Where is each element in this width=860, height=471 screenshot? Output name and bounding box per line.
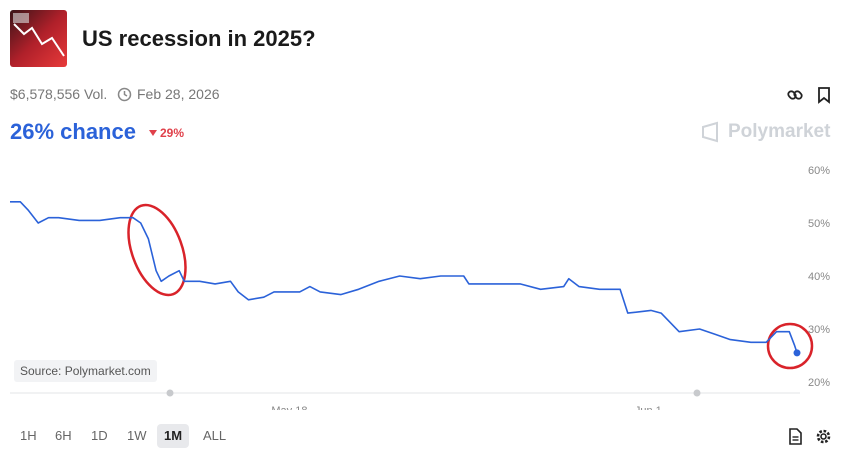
range-button[interactable]: 1W [127,428,147,443]
y-tick-label: 20% [808,377,830,389]
volume: $6,578,556 Vol. [10,86,108,102]
x-tick-label: Jun 1 [635,405,662,410]
last-point [793,349,801,357]
bookmark-button[interactable] [816,86,832,104]
range-button[interactable]: 1D [91,428,108,443]
brand-logo [702,121,718,143]
link-button[interactable] [786,86,804,104]
slider-handle[interactable] [693,389,701,397]
y-tick-label: 30% [808,324,830,336]
settings-button[interactable] [815,428,832,445]
down-arrow [149,130,157,136]
x-tick-label: May 18 [271,405,307,410]
slider-handle[interactable] [166,389,174,397]
annotation-circle [127,203,187,297]
market-thumbnail [10,10,67,67]
y-tick-label: 40% [808,271,830,283]
doc-button[interactable] [788,428,803,445]
y-tick-label: 50% [808,218,830,230]
range-button[interactable]: 6H [55,428,72,443]
end-date: Feb 28, 2026 [137,86,220,102]
range-button[interactable]: 1H [20,428,37,443]
brand: Polymarket [728,121,831,142]
range-button[interactable]: ALL [203,428,227,443]
price-line [10,200,798,354]
chance: 26% chance [10,119,136,144]
y-tick-label: 60% [808,165,830,177]
range-button[interactable]: 1M [157,424,190,448]
annotation-circle [766,322,814,370]
clock-icon [117,87,132,102]
change: 29% [160,126,185,140]
market-title: US recession in 2025? [82,26,316,51]
chart: 60% 50% 40% 30% 20% May 18 Jun 1 [10,165,830,410]
source: Source: Polymarket.com [14,360,157,382]
